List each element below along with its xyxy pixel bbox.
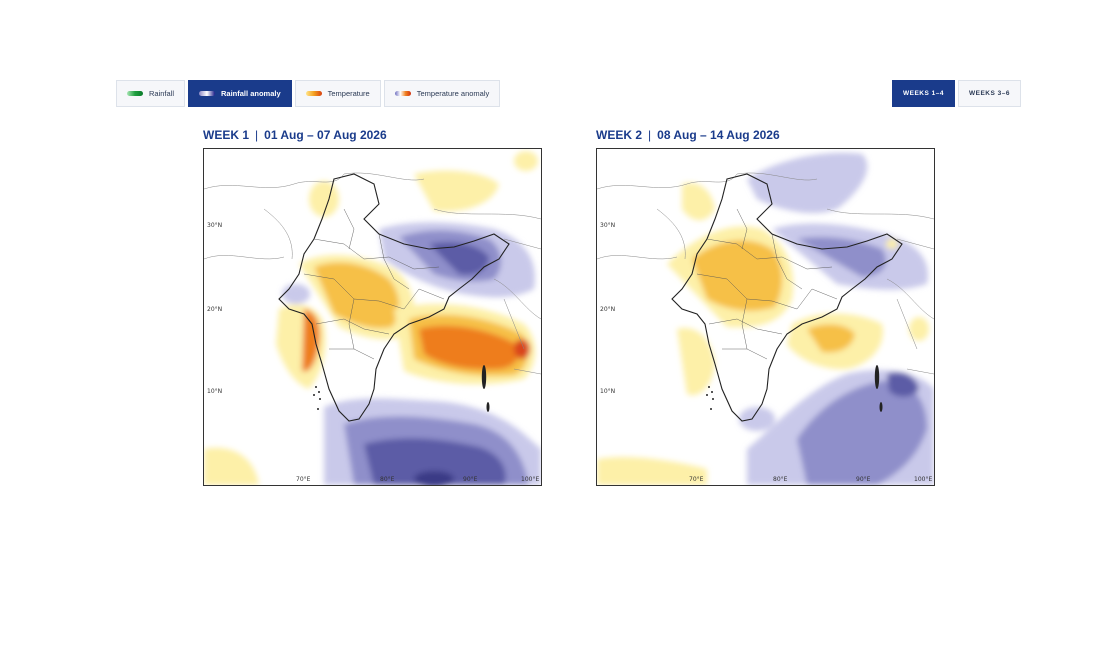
week-1-india-outline: [278, 173, 510, 422]
tab-temperature-label: Temperature: [327, 89, 370, 98]
rainfall-swatch-icon: [127, 91, 143, 96]
week-range-tabs: WEEKS 1–4 WEEKS 3–6: [892, 80, 1021, 107]
week-2-borders: [597, 172, 934, 375]
week-1-separator: |: [255, 128, 259, 142]
tab-weeks-1-4[interactable]: WEEKS 1–4: [892, 80, 955, 107]
week-1-borders: [204, 172, 541, 375]
week-1-title: WEEK 1 | 01 Aug – 07 Aug 2026: [203, 128, 543, 144]
week-1-map[interactable]: 30°N 20°N 10°N 70°E 80°E 90°E 100°E: [203, 148, 542, 486]
week-1-map-canvas: 30°N 20°N 10°N 70°E 80°E 90°E 100°E: [204, 149, 541, 485]
week-2-map[interactable]: 30°N 20°N 10°N 70°E 80°E 90°E 100°E: [596, 148, 935, 486]
tab-temperature-anomaly[interactable]: Temperature anomaly: [383, 80, 501, 107]
week-2-lon-70: 70°E: [689, 476, 704, 483]
tab-rainfall-label: Rainfall: [149, 89, 175, 98]
week-2-range: 08 Aug – 14 Aug 2026: [657, 128, 780, 142]
week-2-panel: WEEK 2 | 08 Aug – 14 Aug 2026: [596, 128, 936, 486]
tab-rainfall-anomaly[interactable]: Rainfall anomaly: [188, 80, 292, 107]
week-2-state-lines: [696, 208, 838, 360]
temperature-swatch-icon: [305, 91, 322, 96]
layer-tabs: Rainfall Rainfall anomaly Temperature Te…: [116, 80, 501, 107]
week-1-lat-20: 20°N: [207, 306, 222, 313]
week-2-separator: |: [648, 128, 652, 142]
week-1-islands: [313, 365, 490, 412]
week-1-label: WEEK 1: [203, 128, 250, 142]
week-1-lon-100: 100°E: [521, 476, 539, 483]
week-1-state-lines: [303, 208, 445, 360]
week-2-lat-20: 20°N: [600, 306, 615, 313]
temperature-anomaly-swatch-icon: [394, 91, 411, 96]
week-1-lat-30: 30°N: [207, 222, 222, 229]
tab-rainfall-anomaly-label: Rainfall anomaly: [221, 89, 281, 98]
week-2-title: WEEK 2 | 08 Aug – 14 Aug 2026: [596, 128, 936, 144]
week-2-map-canvas: 30°N 20°N 10°N 70°E 80°E 90°E 100°E: [597, 149, 934, 485]
week-2-lon-90: 90°E: [856, 476, 871, 483]
week-2-lon-80: 80°E: [773, 476, 788, 483]
week-1-lon-90: 90°E: [463, 476, 478, 483]
rainfall-anomaly-swatch-icon: [199, 91, 216, 96]
week-2-anomaly-field: [597, 152, 934, 485]
week-1-lon-70: 70°E: [296, 476, 311, 483]
week-2-lon-100: 100°E: [914, 476, 932, 483]
week-2-label: WEEK 2: [596, 128, 643, 142]
week-2-lat-10: 10°N: [600, 388, 615, 395]
tab-weeks-3-6[interactable]: WEEKS 3–6: [958, 80, 1021, 107]
week-2-lat-30: 30°N: [600, 222, 615, 229]
week-2-india-outline: [671, 173, 903, 422]
week-1-anomaly-field: [204, 151, 541, 485]
tab-temperature[interactable]: Temperature: [294, 80, 381, 107]
tab-temperature-anomaly-label: Temperature anomaly: [416, 89, 490, 98]
week-1-panel: WEEK 1 | 01 Aug – 07 Aug 2026: [203, 128, 543, 486]
week-1-lat-10: 10°N: [207, 388, 222, 395]
week-1-range: 01 Aug – 07 Aug 2026: [264, 128, 387, 142]
tab-rainfall[interactable]: Rainfall: [116, 80, 186, 107]
week-2-islands: [706, 365, 883, 412]
week-1-lon-80: 80°E: [380, 476, 395, 483]
